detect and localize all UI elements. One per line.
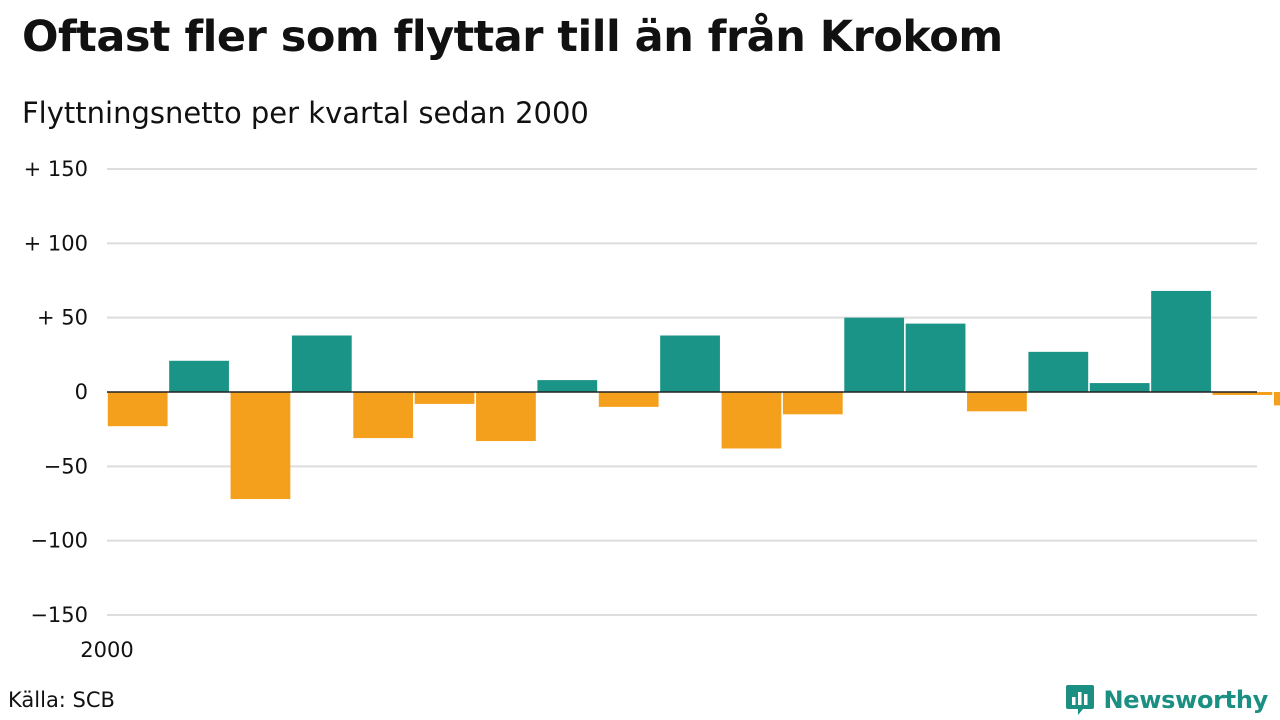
source-note: Källa: SCB xyxy=(8,688,115,712)
bar xyxy=(476,392,536,442)
y-tick-label: −150 xyxy=(30,603,88,627)
bar xyxy=(721,392,782,449)
x-axis-tick-labels: 20002005201020152020 xyxy=(80,638,133,662)
bar xyxy=(169,360,229,392)
bar xyxy=(1089,383,1150,392)
bar xyxy=(598,392,659,407)
bar-chart: + 150 + 100 + 50 0 −50 −100 −150 2000200520102… xyxy=(24,157,1280,662)
bars xyxy=(107,290,1280,500)
y-tick-label: + 50 xyxy=(37,306,88,330)
y-tick-label: + 150 xyxy=(24,157,88,181)
bar xyxy=(537,380,598,392)
chart-title: Oftast fler som flyttar till än från Kro… xyxy=(22,12,1003,62)
bar xyxy=(1028,351,1089,392)
bar xyxy=(967,392,1027,412)
bar xyxy=(1273,392,1280,406)
brand-name: Newsworthy xyxy=(1103,686,1268,714)
bar xyxy=(414,392,475,404)
chart-subtitle: Flyttningsnetto per kvartal sedan 2000 xyxy=(22,96,589,130)
bar xyxy=(107,392,168,427)
y-tick-label: + 100 xyxy=(24,231,88,255)
y-axis-tick-labels: + 150 + 100 + 50 0 −50 −100 −150 xyxy=(24,157,88,627)
bar xyxy=(660,335,720,392)
y-tick-label: −100 xyxy=(30,529,88,553)
y-tick-label: −50 xyxy=(44,454,88,478)
bar xyxy=(844,317,905,392)
bar xyxy=(1151,290,1211,392)
bar xyxy=(782,392,843,415)
newsworthy-logo-icon xyxy=(1066,685,1095,715)
bar xyxy=(1212,392,1273,395)
bar xyxy=(291,335,352,392)
x-tick-label: 2000 xyxy=(80,638,133,662)
bar xyxy=(353,392,414,439)
newsworthy-logo: Newsworthy xyxy=(1065,683,1268,717)
y-tick-label: 0 xyxy=(75,380,88,404)
bar xyxy=(230,392,291,500)
grid-lines xyxy=(107,168,1257,616)
bar xyxy=(905,323,966,392)
